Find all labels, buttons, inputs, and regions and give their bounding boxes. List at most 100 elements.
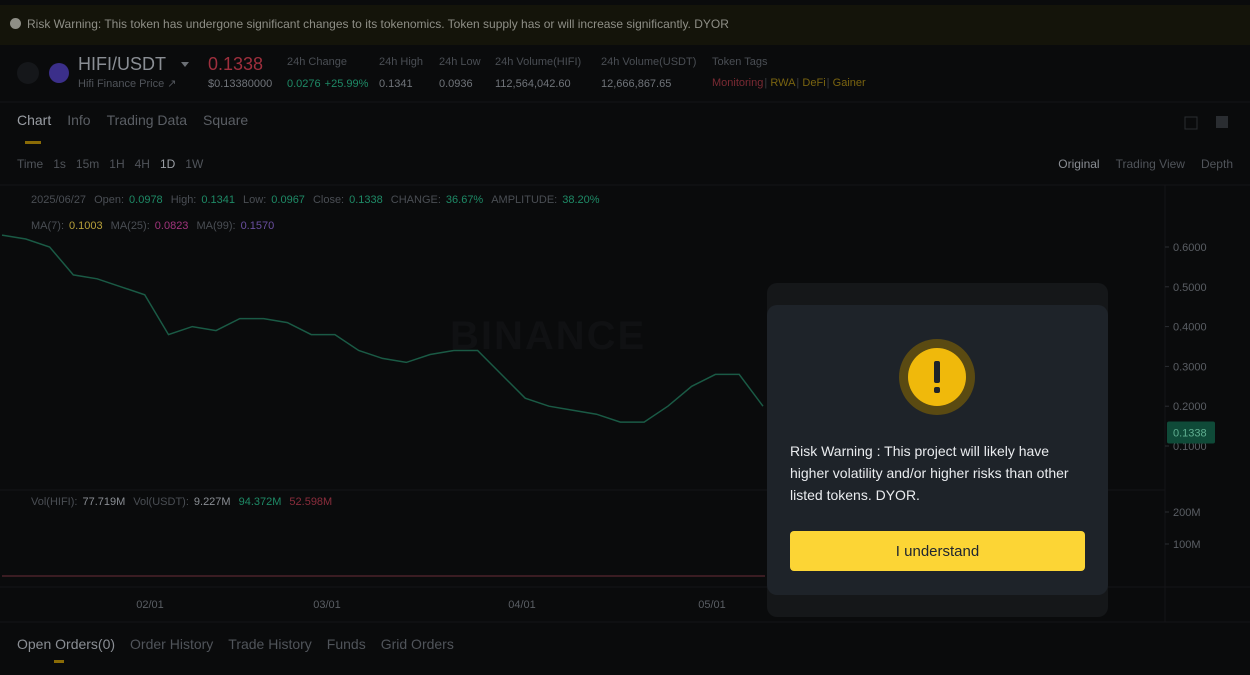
watermark: BINANCE xyxy=(450,314,647,358)
tab-underline xyxy=(25,141,41,144)
interval[interactable]: 1s xyxy=(53,157,66,171)
view-mode[interactable]: Trading View xyxy=(1115,157,1185,171)
current-price-tag xyxy=(1167,421,1215,444)
x-tick-label: 03/01 xyxy=(313,599,341,611)
ohlc-label: Low: xyxy=(243,194,267,206)
last-price: 0.1338 xyxy=(208,54,264,74)
price-line xyxy=(1,234,764,423)
price-tick-label: 0.3000 xyxy=(1173,361,1207,373)
ma-value: 0.1003 xyxy=(69,220,103,232)
ohlc-value: 0.0978 xyxy=(129,194,163,206)
fullscreen-icon[interactable] xyxy=(1184,116,1198,130)
usd-price: $0.13380000 xyxy=(208,78,273,90)
bottom-tab[interactable]: Grid Orders xyxy=(380,636,454,652)
tab-underline xyxy=(54,660,64,663)
tab[interactable]: Info xyxy=(67,112,91,128)
token-tag: RWA xyxy=(770,77,796,89)
warning-text: Risk Warning: This token has undergone s… xyxy=(27,17,729,31)
ma-label: MA(7): xyxy=(31,220,64,232)
ma-value: 0.0823 xyxy=(154,220,189,232)
bottom-tab[interactable]: Funds xyxy=(326,636,366,652)
interval[interactable]: 4H xyxy=(134,157,150,171)
x-tick-label: 04/01 xyxy=(508,599,536,611)
ohlc-label: CHANGE: xyxy=(390,194,441,206)
stat-sub: +25.99% xyxy=(324,78,369,90)
tag-separator: | xyxy=(826,77,830,89)
stat-label: 24h Low xyxy=(439,56,481,68)
view-mode[interactable]: Depth xyxy=(1200,157,1233,171)
ohlc-label: AMPLITUDE: xyxy=(491,194,558,206)
volume-value: 77.719M xyxy=(82,496,126,508)
ohlc-value: 38.20% xyxy=(562,194,600,206)
token-tag: Monitoring xyxy=(712,77,764,89)
volume-label: Vol(USDT): xyxy=(133,496,189,508)
price-tick-label: 0.4000 xyxy=(1173,322,1207,334)
ohlc-label: Open: xyxy=(94,194,125,206)
stat-label: 24h Volume(USDT) xyxy=(601,56,697,68)
token-tags-label: Token Tags xyxy=(712,56,768,68)
warning-icon xyxy=(10,18,21,29)
ma-label: MA(99): xyxy=(196,220,236,232)
price-name: Hifi Finance Price ↗ xyxy=(78,78,177,90)
ohlc-label: High: xyxy=(170,194,197,206)
stat-value: 112,564,042.60 xyxy=(495,78,571,90)
volume-label: Vol(HIFI): xyxy=(31,496,78,508)
x-tick-label: 02/01 xyxy=(136,599,164,611)
token-logo xyxy=(49,63,69,83)
stat-value: 0.0276 xyxy=(287,78,321,90)
price-tick-label: 0.6000 xyxy=(1173,242,1207,254)
price-tick-label: 0.1000 xyxy=(1173,441,1207,453)
tab[interactable]: Trading Data xyxy=(106,112,188,128)
ohlc-date: 2025/06/27 xyxy=(31,194,87,206)
price-tick-label: 0.2000 xyxy=(1173,401,1207,413)
bottom-tab[interactable]: Trade History xyxy=(228,636,312,652)
stat-label: 24h High xyxy=(379,56,424,68)
layout-icon[interactable] xyxy=(1216,116,1228,128)
view-mode[interactable]: Original xyxy=(1058,157,1100,171)
favorite-icon[interactable] xyxy=(17,62,39,84)
tag-separator: | xyxy=(764,77,768,89)
volume-ma-value: 94.372M xyxy=(238,496,282,508)
stat-value: 0.0936 xyxy=(439,78,473,90)
token-tag: Gainer xyxy=(832,77,866,89)
ohlc-label: Close: xyxy=(312,194,345,206)
price-tick-label: 0.5000 xyxy=(1173,282,1207,294)
interval[interactable]: 1W xyxy=(185,157,204,171)
bottom-tab[interactable]: Order History xyxy=(130,636,214,652)
ohlc-value: 0.1338 xyxy=(349,194,383,206)
volume-value: 9.227M xyxy=(193,496,231,508)
bottom-tab[interactable]: Open Orders(0) xyxy=(17,636,116,652)
ohlc-value: 36.67% xyxy=(445,194,484,206)
x-tick-label: 05/01 xyxy=(698,599,726,611)
stat-label: 24h Volume(HIFI) xyxy=(495,56,582,68)
interval[interactable]: 1H xyxy=(109,157,125,171)
volume-tick-label: 100M xyxy=(1173,539,1201,551)
warning-banner: Risk Warning: This token has undergone s… xyxy=(0,5,1250,45)
tab[interactable]: Chart xyxy=(17,112,52,128)
interval[interactable]: 15m xyxy=(75,157,100,171)
risk-modal: Risk Warning : This project will likely … xyxy=(767,305,1108,595)
icon-bar xyxy=(934,361,940,383)
icon-dot xyxy=(934,387,940,393)
understand-button[interactable]: I understand xyxy=(790,531,1085,571)
current-price-label: 0.1338 xyxy=(1173,428,1207,440)
ma-value: 0.1570 xyxy=(240,220,275,232)
ohlc-value: 0.0967 xyxy=(271,194,305,206)
tab[interactable]: Square xyxy=(203,112,249,128)
token-tag: DeFi xyxy=(802,77,826,89)
stat-label: 24h Change xyxy=(287,56,347,68)
tag-separator: | xyxy=(796,77,800,89)
stat-value: 0.1341 xyxy=(379,78,413,90)
modal-text: Risk Warning : This project will likely … xyxy=(790,443,1069,503)
interval[interactable]: 1D xyxy=(159,157,176,171)
volume-tick-label: 200M xyxy=(1173,507,1201,519)
pair-caret xyxy=(181,62,189,67)
stat-value: 12,666,867.65 xyxy=(601,78,672,90)
volume-ma-value: 52.598M xyxy=(289,496,333,508)
interval[interactable]: Time xyxy=(17,157,44,171)
ohlc-value: 0.1341 xyxy=(201,194,236,206)
modal-icon xyxy=(899,339,975,415)
pair: HIFI/USDT xyxy=(78,54,166,74)
